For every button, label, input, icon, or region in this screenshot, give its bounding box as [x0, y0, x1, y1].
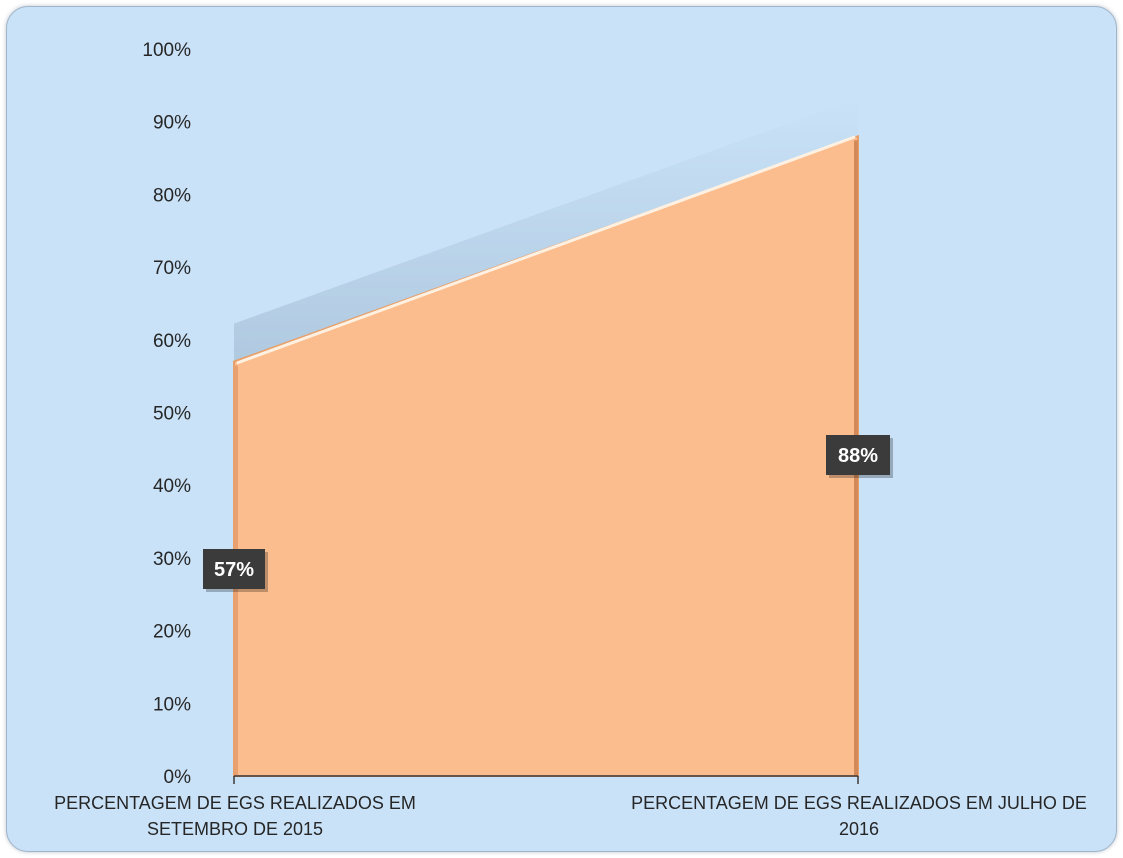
- y-tick-label: 50%: [153, 404, 191, 425]
- y-tick-label: 100%: [142, 40, 191, 61]
- x-category-label-line: PERCENTAGEM DE EGS REALIZADOS EM: [54, 793, 416, 813]
- x-category-label-line: SETEMBRO DE 2015: [147, 819, 323, 839]
- data-labels: 57% 88%: [203, 435, 893, 592]
- x-category-label-line: PERCENTAGEM DE EGS REALIZADOS EM JULHO D…: [631, 793, 1087, 813]
- y-tick-label: 80%: [153, 185, 191, 206]
- data-label: 88%: [826, 435, 893, 478]
- y-tick-label: 20%: [153, 622, 191, 643]
- area-top-highlight: [236, 135, 856, 365]
- x-category-label: PERCENTAGEM DE EGS REALIZADOS EM JULHO D…: [631, 793, 1087, 839]
- chart-frame: 0% 10% 20% 30% 40% 50% 60% 70% 80% 90% 100% PERCEN…: [6, 6, 1117, 852]
- y-tick-label: 70%: [153, 258, 191, 279]
- area-chart: 0% 10% 20% 30% 40% 50% 60% 70% 80% 90% 100% PERCEN…: [54, 40, 1087, 839]
- x-category-label-line: 2016: [839, 819, 879, 839]
- data-label-text: 88%: [838, 445, 878, 467]
- y-tick-label: 40%: [153, 476, 191, 497]
- y-tick-label: 30%: [153, 549, 191, 570]
- y-tick-label: 0%: [164, 767, 192, 788]
- data-label: 57%: [203, 549, 268, 592]
- data-label-box: [826, 435, 890, 475]
- data-label-text: 57%: [214, 559, 254, 581]
- x-axis-labels: PERCENTAGEM DE EGS REALIZADOS EM SETEMBRO…: [54, 793, 1087, 839]
- y-axis-ticks: 0% 10% 20% 30% 40% 50% 60% 70% 80% 90% 100%: [142, 40, 191, 788]
- axes: [233, 775, 859, 784]
- data-label-box: [203, 549, 265, 589]
- x-category-label: PERCENTAGEM DE EGS REALIZADOS EM SETEMBRO…: [54, 793, 416, 839]
- area-series: [233, 98, 859, 777]
- y-tick-label: 10%: [153, 694, 191, 715]
- y-tick-label: 60%: [153, 331, 191, 352]
- area-top-shadow: [234, 98, 858, 362]
- y-tick-label: 90%: [153, 113, 191, 134]
